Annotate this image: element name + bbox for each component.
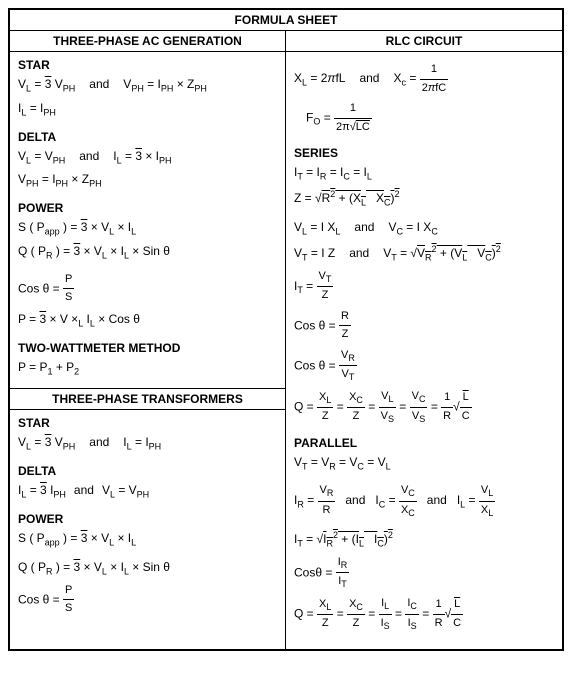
section-header-generation: THREE-PHASE AC GENERATION: [10, 31, 285, 52]
rlc-f1: XL = 2πfLandXc = 12πfC: [294, 61, 554, 97]
star-block: STAR VL = 3 VPHandVPH = IPH × ZPH IL = I…: [18, 58, 277, 120]
twm-block: TWO-WATTMETER METHOD P = P1 + P2: [18, 341, 277, 379]
power-block: POWER S ( Papp ) = 3 × VL × IL Q ( PR ) …: [18, 201, 277, 331]
t-star-label: STAR: [18, 416, 277, 430]
sheet-title: FORMULA SHEET: [10, 10, 562, 31]
parallel-f2: IR = VRRandIC = VCXCandIL = VLXL: [294, 482, 554, 520]
parallel-f1: VT = VR = VC = VL: [294, 453, 554, 474]
series-f6: Cos θ = RZ: [294, 308, 554, 344]
rlc-f2: FO = 12π√LC: [294, 100, 554, 136]
right-column: RLC CIRCUIT XL = 2πfLandXc = 12πfC FO = …: [286, 31, 562, 649]
t-delta-label: DELTA: [18, 464, 277, 478]
parallel-f4: Cosθ = IRIT: [294, 554, 554, 592]
power-f4: P = 3 × V ×L IL × Cos θ: [18, 310, 277, 331]
t-power-f2: Q ( PR ) = 3 × VL × IL × Sin θ: [18, 558, 277, 579]
parallel-label: PARALLEL: [294, 436, 554, 450]
series-f2: Z = √R2 + (XL XC)2: [294, 187, 554, 210]
parallel-block: PARALLEL VT = VR = VC = VL IR = VRRandIC…: [294, 436, 554, 633]
parallel-f3: IT = √IR2 + (IL IC)2: [294, 528, 554, 551]
star-label: STAR: [18, 58, 277, 72]
generation-body: STAR VL = 3 VPHandVPH = IPH × ZPH IL = I…: [10, 52, 285, 634]
t-power-label: POWER: [18, 512, 277, 526]
parallel-f5: Q = XLZ = XCZ = ILIS = ICIS = 1R√LC: [294, 595, 554, 633]
twm-label: TWO-WATTMETER METHOD: [18, 341, 277, 355]
left-column: THREE-PHASE AC GENERATION STAR VL = 3 VP…: [10, 31, 286, 649]
power-label: POWER: [18, 201, 277, 215]
series-label: SERIES: [294, 146, 554, 160]
star-f1: VL = 3 VPHandVPH = IPH × ZPH: [18, 75, 277, 96]
power-f3: Cos θ = PS: [18, 271, 277, 307]
t-power-block: POWER S ( Papp ) = 3 × VL × IL Q ( PR ) …: [18, 512, 277, 618]
t-delta-f1: IL = 3 IPHandVL = VPH: [18, 481, 277, 502]
rlc-top-block: XL = 2πfLandXc = 12πfC FO = 12π√LC: [294, 61, 554, 136]
t-power-f3: Cos θ = PS: [18, 582, 277, 618]
series-f3: VL = I XLandVC = I XC: [294, 218, 554, 239]
section-header-rlc: RLC CIRCUIT: [286, 31, 562, 52]
series-f5: IT = VTZ: [294, 268, 554, 305]
formula-sheet: FORMULA SHEET THREE-PHASE AC GENERATION …: [8, 8, 564, 651]
series-block: SERIES IT = IR = IC = IL Z = √R2 + (XL X…: [294, 146, 554, 426]
power-f2: Q ( PR ) = 3 × VL × IL × Sin θ: [18, 242, 277, 263]
columns: THREE-PHASE AC GENERATION STAR VL = 3 VP…: [10, 31, 562, 649]
rlc-body: XL = 2πfLandXc = 12πfC FO = 12π√LC SERIE…: [286, 52, 562, 649]
delta-block: DELTA VL = VPHandIL = 3 × IPH VPH = IPH …: [18, 130, 277, 192]
series-f8: Q = XLZ = XCZ = VLVS = VCVS = 1R√LC: [294, 388, 554, 426]
star-f2: IL = IPH: [18, 99, 277, 120]
series-f4: VT = I ZandVT = √VR2 + (VL VC)2: [294, 242, 554, 265]
t-star-f1: VL = 3 VPHandIL = IPH: [18, 433, 277, 454]
t-star-block: STAR VL = 3 VPHandIL = IPH: [18, 416, 277, 454]
series-f7: Cos θ = VRVT: [294, 347, 554, 385]
delta-f2: VPH = IPH × ZPH: [18, 170, 277, 191]
delta-f1: VL = VPHandIL = 3 × IPH: [18, 147, 277, 168]
section-header-transformers: THREE-PHASE TRANSFORMERS: [10, 389, 285, 410]
twm-f1: P = P1 + P2: [18, 358, 277, 379]
series-f1: IT = IR = IC = IL: [294, 163, 554, 184]
power-f1: S ( Papp ) = 3 × VL × IL: [18, 218, 277, 239]
t-power-f1: S ( Papp ) = 3 × VL × IL: [18, 529, 277, 550]
t-delta-block: DELTA IL = 3 IPHandVL = VPH: [18, 464, 277, 502]
delta-label: DELTA: [18, 130, 277, 144]
